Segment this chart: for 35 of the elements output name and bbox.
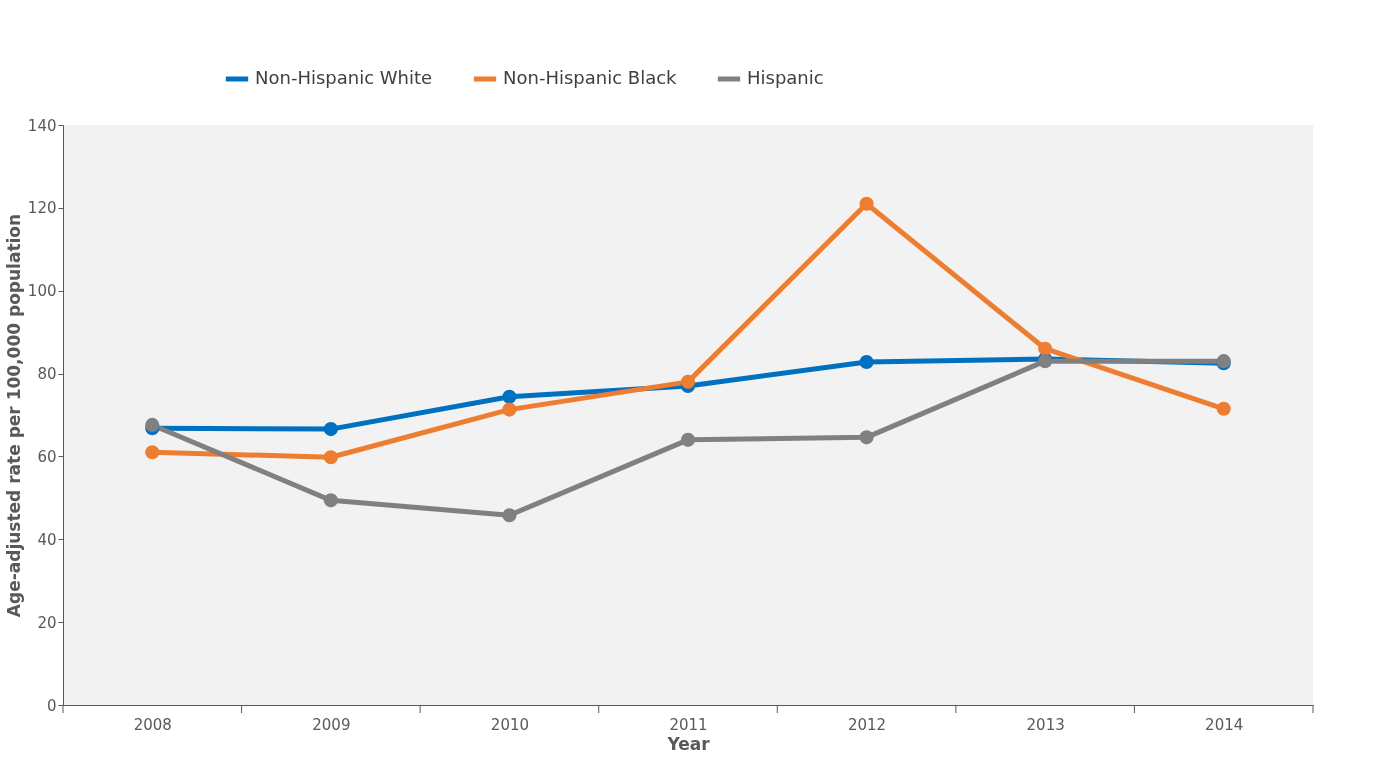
legend-label: Non-Hispanic Black — [503, 67, 678, 88]
y-tick-label: 20 — [37, 613, 57, 632]
y-axis-title: Age-adjusted rate per 100,000 population — [3, 213, 24, 618]
y-tick-label: 80 — [37, 365, 57, 384]
y-tick-label: 60 — [37, 447, 57, 466]
point — [502, 402, 517, 417]
point — [502, 389, 517, 404]
point — [680, 432, 696, 447]
y-tick-label: 120 — [27, 199, 57, 218]
point — [680, 374, 696, 389]
point — [1038, 341, 1053, 356]
point — [323, 450, 338, 465]
legend-label: Hispanic — [747, 67, 824, 88]
point — [502, 508, 517, 523]
point — [1216, 401, 1231, 416]
y-tick-label: 100 — [27, 282, 57, 301]
x-tick-label: 2012 — [847, 715, 887, 734]
x-tick-label: 2010 — [490, 715, 530, 734]
point — [145, 417, 160, 432]
point — [859, 196, 874, 211]
x-tick-label: 2013 — [1026, 715, 1065, 734]
x-tick-label: 2008 — [133, 715, 172, 734]
point — [323, 422, 338, 437]
y-tick-label: 140 — [27, 116, 57, 135]
y-tick-label: 40 — [37, 530, 57, 549]
point — [859, 354, 874, 370]
x-tick-label: 2011 — [669, 715, 708, 734]
legend-label: Non-Hispanic White — [255, 67, 433, 88]
point — [323, 493, 338, 508]
y-tick-label: 0 — [46, 696, 57, 715]
x-tick-label: 2014 — [1205, 715, 1244, 734]
x-axis-title: Year — [666, 733, 711, 754]
point — [145, 445, 160, 460]
x-tick-label: 2009 — [312, 715, 351, 734]
point — [859, 430, 874, 445]
